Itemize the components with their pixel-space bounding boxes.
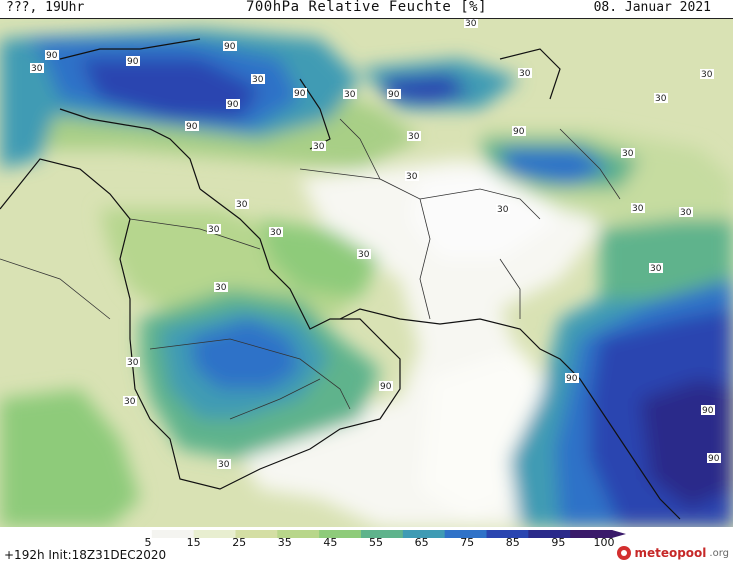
contour-label: 30: [127, 358, 139, 368]
map-canvas: 90 90 90 90 90 90 90 90 30 30 30 30 30 3…: [0, 19, 733, 527]
contour-label: 90: [380, 382, 392, 392]
color-legend: 5 15 25 35 45 55 65 75 85 95 100: [0, 527, 733, 566]
contour-label: 90: [186, 122, 198, 132]
contour-label: 30: [408, 132, 420, 142]
legend-swatch: [361, 530, 404, 538]
title-bar: ???, 19Uhr 700hPa Relative Feuchte [%] 0…: [0, 0, 733, 18]
contour-label: 30: [218, 460, 230, 470]
valid-time-label: ???, 19Uhr: [6, 0, 85, 15]
contour-label: 90: [227, 100, 239, 110]
run-info: +192h Init:18Z31DEC2020: [4, 548, 167, 562]
contour-label: 30: [208, 225, 220, 235]
contour-label: 30: [701, 70, 713, 80]
logo-icon: [617, 546, 632, 560]
legend-swatch: [528, 530, 571, 538]
logo-text: meteopool: [634, 546, 707, 560]
legend-swatch: [235, 530, 278, 538]
contour-label: 30: [465, 19, 477, 29]
coastlines: [0, 38, 681, 520]
contour-label: 90: [294, 89, 306, 99]
legend-tick-label: 75: [460, 536, 474, 547]
contour-label: 30: [632, 204, 644, 214]
legend-tick-label: 65: [415, 536, 429, 547]
contour-label: 30: [622, 149, 634, 159]
contour-label: 30: [650, 264, 662, 274]
legend-tick-label: 15: [187, 536, 201, 547]
legend-swatch: [402, 530, 446, 538]
contour-label: 30: [313, 142, 325, 152]
contour-label: 90: [513, 127, 525, 137]
logo: meteopool .org: [617, 546, 729, 560]
humidity-field: [0, 29, 733, 527]
legend-swatch: [444, 530, 487, 538]
legend-tick-label: 5: [145, 536, 152, 547]
contour-label: 90: [702, 406, 714, 416]
contour-label: 30: [519, 69, 531, 79]
legend-tick-label: 35: [278, 536, 292, 547]
contour-label: 30: [252, 75, 264, 85]
legend-bar: 5 15 25 35 45 55 65 75 85 95 100: [110, 530, 626, 547]
legend-tick-label: 85: [506, 536, 520, 547]
legend-swatch: [193, 530, 236, 538]
contour-label: 30: [680, 208, 692, 218]
legend-tick-label: 25: [232, 536, 246, 547]
contour-label: 30: [124, 397, 136, 407]
contour-label: 90: [708, 454, 720, 464]
legend-arrow: [612, 530, 626, 538]
contour-label: 30: [406, 172, 418, 182]
legend-swatch: [110, 530, 153, 538]
legend-tick-label: 45: [323, 536, 337, 547]
legend-swatch: [277, 530, 320, 538]
humidity-map: 90 90 90 90 90 90 90 90 30 30 30 30 30 3…: [0, 18, 733, 528]
legend-swatch: [319, 530, 362, 538]
contour-label: 90: [566, 374, 578, 384]
contour-labels: 90 90 90 90 90 90 90 90 30 30 30 30 30 3…: [30, 19, 721, 470]
contour-label: 90: [388, 90, 400, 100]
contour-label: 30: [215, 283, 227, 293]
map-title: 700hPa Relative Feuchte [%]: [245, 0, 488, 15]
contour-label: 30: [655, 94, 667, 104]
contour-label: 30: [270, 228, 282, 238]
contour-label: 90: [224, 42, 236, 52]
legend-swatch: [570, 530, 613, 538]
legend-tick-label: 95: [551, 536, 565, 547]
contour-label: 30: [497, 205, 509, 215]
forecast-date: 08. Januar 2021: [593, 0, 711, 15]
contour-label: 30: [236, 200, 248, 210]
country-borders: [0, 118, 621, 420]
contour-label: 30: [344, 90, 356, 100]
contour-label: 30: [31, 64, 43, 74]
contour-label: 90: [127, 57, 139, 67]
logo-tld: .org: [709, 547, 729, 559]
contour-label: 30: [358, 250, 370, 260]
legend-tick-label: 100: [594, 536, 615, 547]
contour-label: 90: [46, 51, 58, 61]
legend-swatch: [486, 530, 529, 538]
legend-swatch: [151, 530, 195, 538]
legend-tick-label: 55: [369, 536, 383, 547]
